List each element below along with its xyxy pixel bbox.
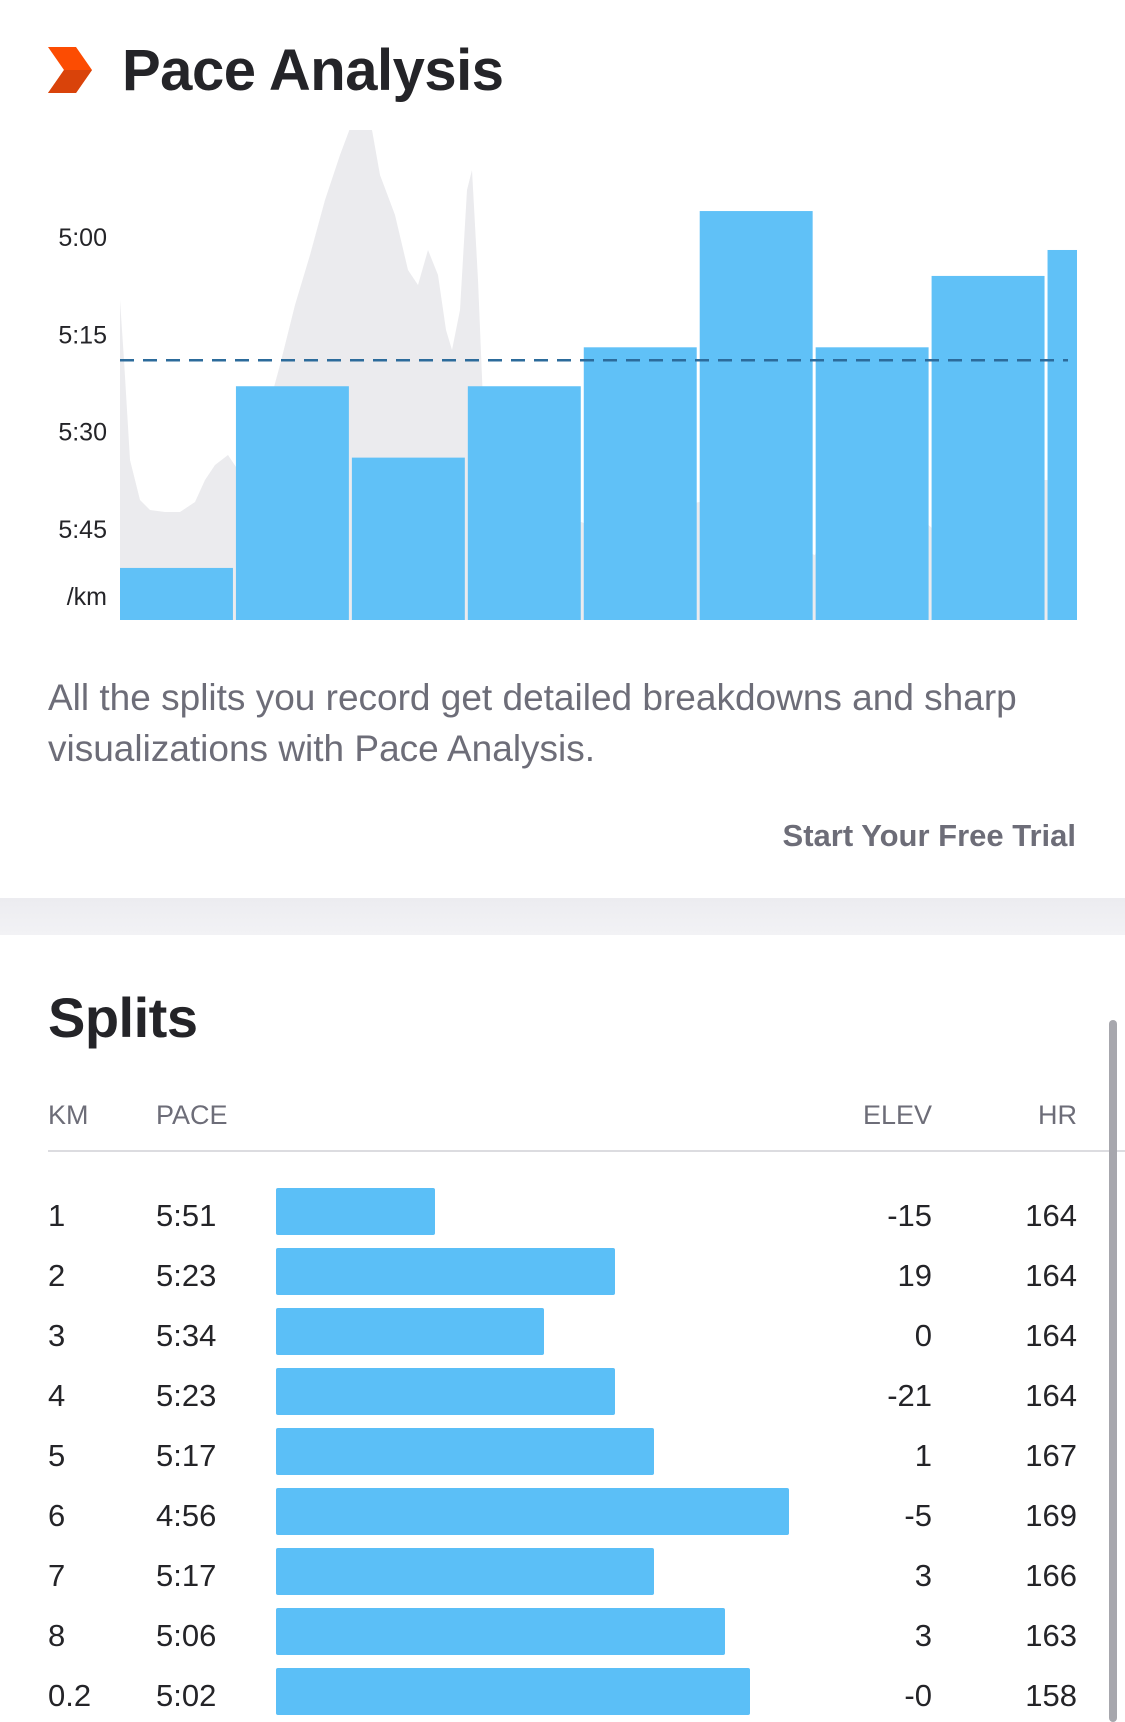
table-row: 2 5:23 19 164: [0, 1248, 1125, 1308]
split-pace: 5:06: [156, 1618, 217, 1653]
split-km: 5: [48, 1438, 66, 1473]
split-elev: 3: [914, 1618, 932, 1653]
split-pace-bar: [276, 1668, 751, 1715]
pace-bar-km-5: [583, 347, 697, 620]
pace-bar-km-1: [120, 567, 233, 620]
split-pace-bar: [276, 1608, 725, 1655]
table-row: 6 4:56 -5 169: [0, 1488, 1125, 1548]
pace-bar-km-0.2: [1047, 249, 1077, 620]
split-pace: 5:51: [156, 1198, 217, 1233]
split-elev: 3: [914, 1558, 932, 1593]
split-pace: 5:23: [156, 1258, 217, 1293]
y-tick-label: 5:45: [58, 516, 107, 544]
table-row: 1 5:51 -15 164: [0, 1188, 1125, 1248]
column-header-pace: PACE: [156, 1100, 228, 1130]
table-row: 7 5:17 3 166: [0, 1548, 1125, 1608]
split-elev: 0: [914, 1318, 932, 1353]
split-km: 3: [48, 1318, 66, 1353]
split-hr: 164: [1025, 1258, 1077, 1293]
pace-chart-svg: 5:00 5:15 5:30 5:45/km: [58, 130, 1077, 620]
pace-bar-km-7: [815, 347, 929, 620]
split-km: 1: [48, 1198, 66, 1233]
column-header-km: KM: [48, 1100, 89, 1130]
split-pace: 5:02: [156, 1678, 217, 1713]
pace-bar-km-2: [235, 386, 349, 620]
split-hr: 164: [1025, 1198, 1077, 1233]
pace-analysis-description: All the splits you record get detailed b…: [48, 677, 1017, 769]
table-row: 0.2 5:02 -0 158: [0, 1668, 1125, 1722]
split-hr: 166: [1025, 1558, 1077, 1593]
split-km: 7: [48, 1558, 66, 1593]
split-pace-bar: [276, 1308, 545, 1355]
split-pace: 5:34: [156, 1318, 217, 1353]
table-row: 4 5:23 -21 164: [0, 1368, 1125, 1428]
split-pace-bar: [276, 1248, 616, 1295]
y-tick-label: 5:15: [58, 321, 107, 349]
split-pace-bar: [276, 1188, 435, 1235]
pace-bars: [120, 211, 1077, 620]
split-pace-bar: [276, 1368, 616, 1415]
split-km: 2: [48, 1258, 66, 1293]
split-pace-bar: [276, 1428, 654, 1475]
split-pace: 4:56: [156, 1498, 217, 1533]
split-km: 0.2: [48, 1678, 92, 1713]
pace-bar-km-4: [467, 386, 581, 620]
split-pace: 5:17: [156, 1438, 217, 1473]
split-hr: 169: [1025, 1498, 1077, 1533]
split-hr: 164: [1025, 1318, 1077, 1353]
split-elev: -0: [904, 1678, 932, 1713]
chevron-right-icon: [48, 47, 92, 93]
pace-bar-km-8: [931, 275, 1045, 620]
splits-title: Splits: [48, 986, 198, 1049]
pace-analysis-title: Pace Analysis: [122, 37, 504, 103]
scrollbar[interactable]: [1109, 1020, 1117, 1722]
split-elev: 1: [914, 1438, 932, 1473]
split-hr: 163: [1025, 1618, 1077, 1653]
split-pace-bar: [276, 1488, 789, 1535]
table-row: 3 5:34 0 164: [0, 1308, 1125, 1368]
pace-chart: 5:00 5:15 5:30 5:45/km: [0, 130, 1125, 630]
split-pace-bar: [276, 1548, 654, 1595]
split-elev: -5: [904, 1498, 932, 1533]
split-km: 4: [48, 1378, 66, 1413]
split-elev: 19: [897, 1258, 932, 1293]
y-tick-label: 5:30: [58, 419, 107, 447]
pace-analysis-header: Pace Analysis: [48, 30, 504, 110]
split-pace: 5:17: [156, 1558, 217, 1593]
split-km: 8: [48, 1618, 66, 1653]
split-hr: 164: [1025, 1378, 1077, 1413]
column-header-hr: HR: [1038, 1100, 1077, 1130]
section-divider: [0, 898, 1125, 935]
header-divider: [48, 1150, 1125, 1152]
start-free-trial-link[interactable]: Start Your Free Trial: [782, 818, 1076, 853]
table-row: 5 5:17 1 167: [0, 1428, 1125, 1488]
pace-bar-km-3: [351, 457, 465, 620]
split-elev: -15: [887, 1198, 932, 1233]
split-km: 6: [48, 1498, 66, 1533]
pace-bar-km-6: [699, 211, 813, 620]
y-axis-ticks: 5:00 5:15 5:30 5:45/km: [58, 224, 107, 611]
split-pace: 5:23: [156, 1378, 217, 1413]
split-hr: 167: [1025, 1438, 1077, 1473]
column-header-elev: ELEV: [862, 1100, 932, 1130]
y-tick-label: 5:00: [58, 224, 107, 252]
table-row: 8 5:06 3 163: [0, 1608, 1125, 1668]
split-elev: -21: [887, 1378, 932, 1413]
y-unit-label: /km: [67, 583, 107, 611]
splits-table: 1 5:51 -15 164 2 5:23 19 164 3 5:34 0 16…: [0, 1188, 1125, 1722]
split-hr: 158: [1025, 1678, 1077, 1713]
